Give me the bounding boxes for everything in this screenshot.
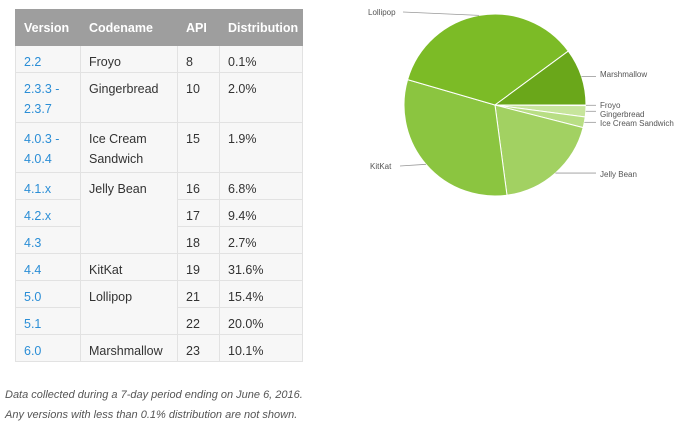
version-link[interactable]: 4.3: [15, 226, 81, 254]
leader-line-kitkat: [399, 163, 427, 167]
distribution-cell: 0.1%: [219, 45, 303, 73]
distribution-cell: 15.4%: [219, 280, 303, 308]
version-link[interactable]: 6.0: [15, 334, 81, 362]
api-cell: 19: [177, 253, 220, 281]
header-api: API: [177, 9, 220, 46]
pie-label-froyo: Froyo: [600, 101, 621, 110]
table-row-gingerbread: 2.3.3 - 2.3.7 Gingerbread 10 2.0%: [15, 72, 303, 123]
codename-cell: Lollipop: [80, 280, 178, 335]
table-row-jelly-bean-18: 4.3 18 2.7%: [15, 226, 303, 254]
leader-line-lollipop: [402, 11, 480, 16]
distribution-cell: 1.9%: [219, 122, 303, 173]
table-row-ice-cream-sandwich: 4.0.3 - 4.0.4 Ice Cream Sandwich 15 1.9%: [15, 122, 303, 173]
api-cell: 8: [177, 45, 220, 73]
api-cell: 17: [177, 199, 220, 227]
api-cell: 23: [177, 334, 220, 362]
api-cell: 21: [177, 280, 220, 308]
pie-label-lollipop: Lollipop: [368, 8, 396, 17]
footnote-date: Data collected during a 7-day period end…: [5, 389, 303, 401]
distribution-cell: 2.0%: [219, 72, 303, 123]
table-row-jelly-bean-17: 4.2.x 17 9.4%: [15, 199, 303, 227]
version-link[interactable]: 4.2.x: [15, 199, 81, 227]
codename-cell: Gingerbread: [80, 72, 178, 123]
version-link[interactable]: 4.4: [15, 253, 81, 281]
pie-label-gingerbread: Gingerbread: [600, 110, 644, 119]
codename-cell: Marshmallow: [80, 334, 178, 362]
table-row-lollipop-22: 5.1 22 20.0%: [15, 307, 303, 335]
version-link[interactable]: 5.0: [15, 280, 81, 308]
api-cell: 16: [177, 172, 220, 200]
pie-label-jelly-bean: Jelly Bean: [600, 170, 637, 179]
version-link[interactable]: 2.2: [15, 45, 81, 73]
version-link[interactable]: 4.1.x: [15, 172, 81, 200]
codename-cell: KitKat: [80, 253, 178, 281]
codename-cell: Froyo: [80, 45, 178, 73]
table-row-froyo: 2.2 Froyo 8 0.1%: [15, 45, 303, 73]
distribution-table: Version Codename API Distribution 2.2 Fr…: [15, 9, 303, 362]
version-link[interactable]: 2.3.3 - 2.3.7: [15, 72, 81, 123]
pie-slice-lollipop: [406, 13, 569, 106]
pie-slices: [403, 13, 587, 197]
distribution-cell: 31.6%: [219, 253, 303, 281]
table-row-marshmallow: 6.0 Marshmallow 23 10.1%: [15, 334, 303, 362]
pie-label-marshmallow: Marshmallow: [600, 70, 647, 79]
table-row-kitkat: 4.4 KitKat 19 31.6%: [15, 253, 303, 281]
api-cell: 10: [177, 72, 220, 123]
header-distribution: Distribution: [219, 9, 303, 46]
table-row-jelly-bean-16: 4.1.x Jelly Bean 16 6.8%: [15, 172, 303, 254]
header-version: Version: [15, 9, 81, 46]
distribution-cell: 6.8%: [219, 172, 303, 200]
api-cell: 22: [177, 307, 220, 335]
codename-cell: Jelly Bean: [80, 172, 178, 254]
distribution-cell: 2.7%: [219, 226, 303, 254]
header-codename: Codename: [80, 9, 178, 46]
pie-leader-lines: [399, 11, 596, 174]
api-cell: 15: [177, 122, 220, 173]
distribution-cell: 10.1%: [219, 334, 303, 362]
version-link[interactable]: 4.0.3 - 4.0.4: [15, 122, 81, 173]
footnote-threshold: Any versions with less than 0.1% distrib…: [5, 409, 298, 421]
version-link[interactable]: 5.1: [15, 307, 81, 335]
pie-label-ice-cream-sandwich: Ice Cream Sandwich: [600, 119, 674, 128]
pie-slice-jelly-bean: [494, 104, 584, 196]
pie-slice-kitkat: [403, 78, 508, 197]
distribution-cell: 20.0%: [219, 307, 303, 335]
table-row-lollipop-21: 5.0 Lollipop 21 15.4%: [15, 280, 303, 335]
codename-cell: Ice Cream Sandwich: [80, 122, 178, 173]
pie-label-kitkat: KitKat: [370, 162, 392, 171]
table-header-row: Version Codename API Distribution: [15, 9, 303, 46]
api-cell: 18: [177, 226, 220, 254]
distribution-cell: 9.4%: [219, 199, 303, 227]
